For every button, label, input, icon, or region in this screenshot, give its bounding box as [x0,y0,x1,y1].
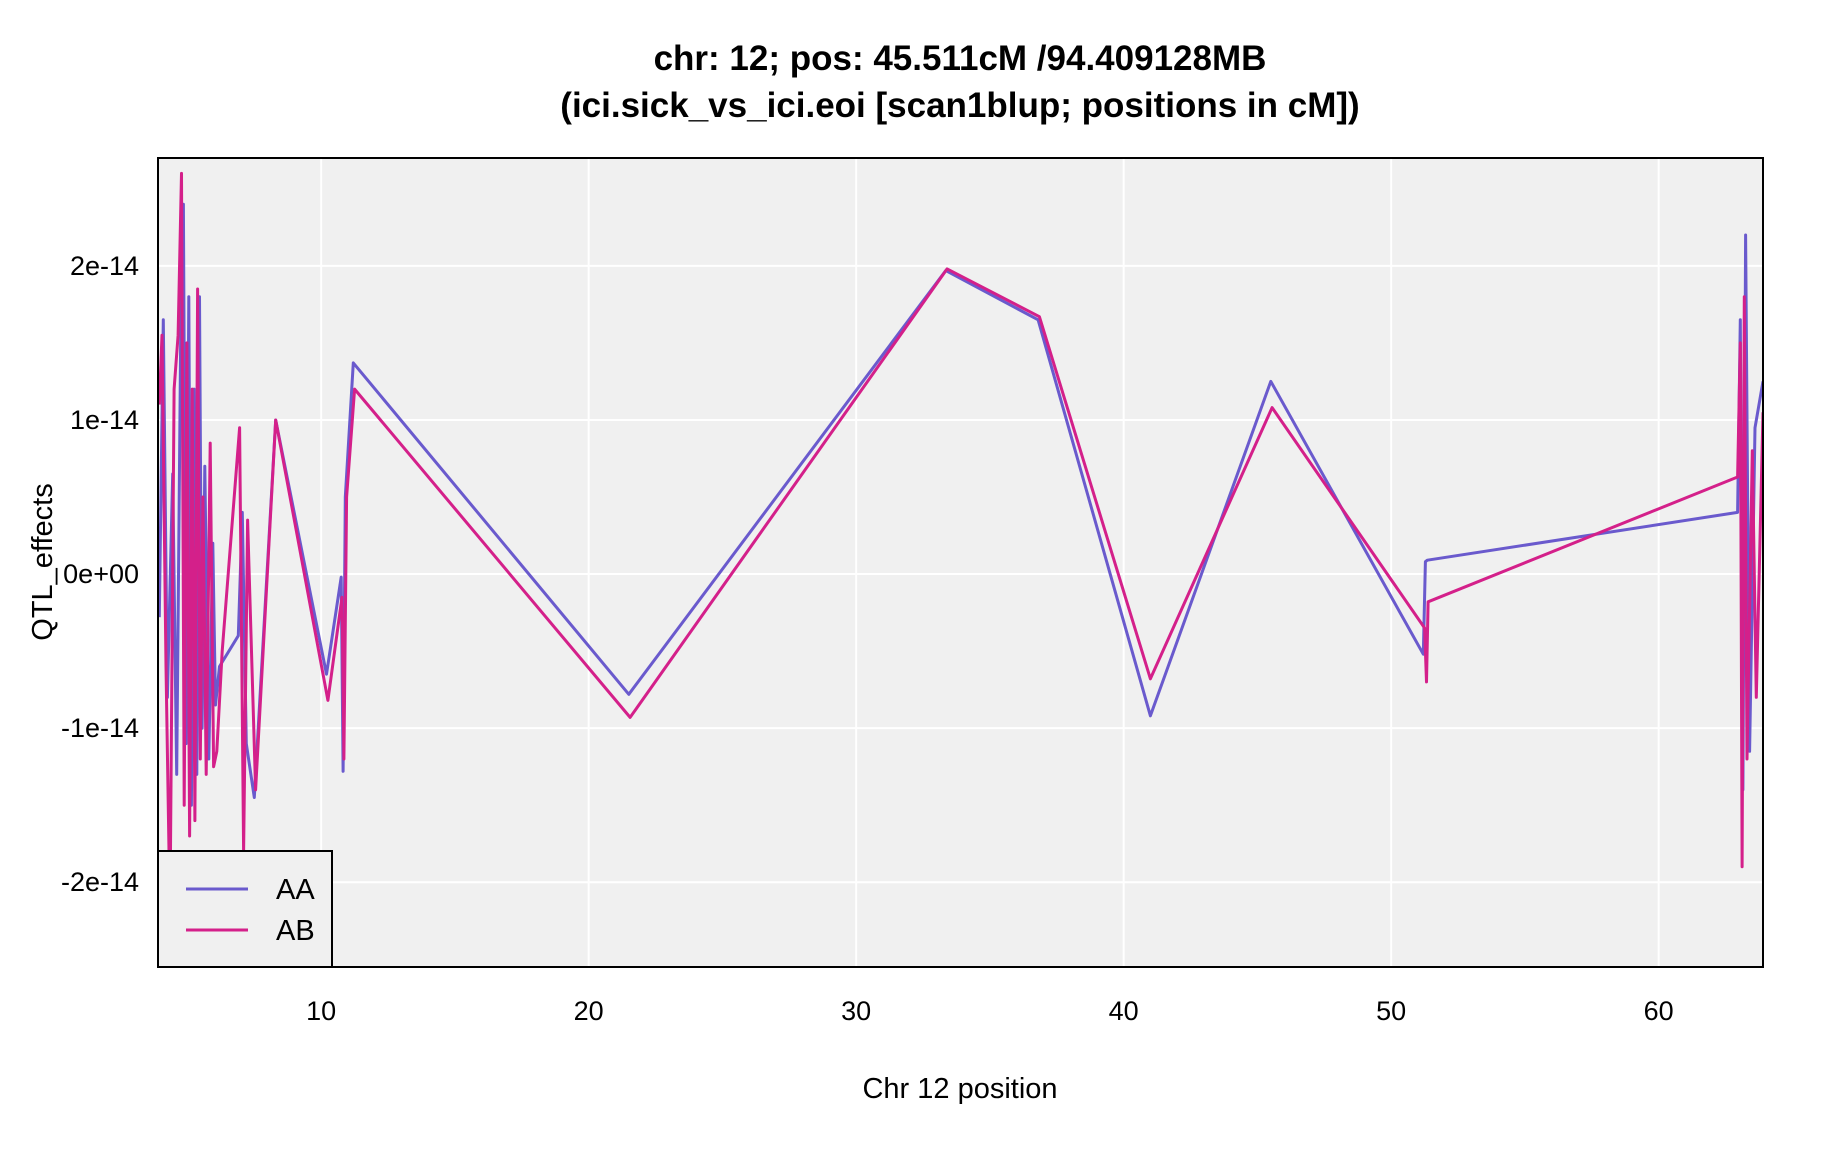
legend-label-aa: AA [276,874,315,906]
grid [158,158,1763,967]
chart-title: chr: 12; pos: 45.511cM /94.409128MB [654,39,1267,78]
tick-labels: 10 20 30 40 50 60 -2e-14 -1e-14 0e+00 1e-14 2e-14 [61,251,1674,1026]
y-tick-label: -2e-14 [61,867,139,897]
x-tick-label: 20 [574,996,604,1026]
legend: AA AB [157,850,333,968]
y-tick-label: 1e-14 [70,405,139,435]
y-tick-label: -1e-14 [61,713,139,743]
y-tick-label: 0e+00 [63,559,139,589]
series-line-ab [158,171,1763,915]
y-tick-label: 2e-14 [70,251,139,281]
plot-area [158,171,1763,915]
x-tick-label: 50 [1376,996,1406,1026]
x-tick-label: 30 [841,996,871,1026]
plot-border [157,157,1764,968]
x-axis-title: Chr 12 position [862,1073,1057,1105]
y-axis-title: QTL_effects [27,483,59,640]
series-line-aa [158,202,1763,807]
x-tick-label: 60 [1644,996,1674,1026]
x-tick-label: 40 [1109,996,1139,1026]
legend-box [157,850,333,968]
x-tick-label: 10 [306,996,336,1026]
plot-background [158,158,1763,967]
chart-subtitle: (ici.sick_vs_ici.eoi [scan1blup; positio… [560,86,1359,125]
legend-label-ab: AB [276,915,315,947]
series-layer [158,171,1763,915]
